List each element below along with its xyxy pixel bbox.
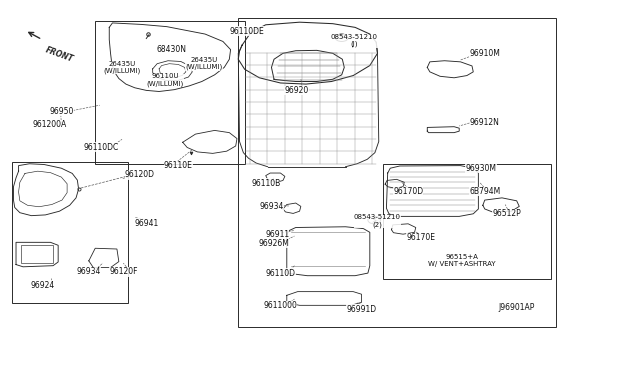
Text: 96950: 96950 xyxy=(50,107,74,116)
Text: 96941: 96941 xyxy=(134,219,159,228)
Text: 96934: 96934 xyxy=(259,202,284,211)
Text: 96930M: 96930M xyxy=(465,164,497,173)
Text: 96920: 96920 xyxy=(284,86,308,95)
Text: 96110U
(W/ILLUMI): 96110U (W/ILLUMI) xyxy=(147,73,184,87)
Text: 96120D: 96120D xyxy=(125,170,155,179)
Bar xyxy=(12,162,129,303)
Text: 96110E: 96110E xyxy=(164,161,193,170)
Text: 96991D: 96991D xyxy=(346,305,376,314)
Text: 96512P: 96512P xyxy=(492,209,521,218)
Text: 9611000: 9611000 xyxy=(264,301,298,310)
Text: 96910M: 96910M xyxy=(469,49,500,58)
Text: 96515+A
W/ VENT+ASHTRAY: 96515+A W/ VENT+ASHTRAY xyxy=(428,254,495,267)
Text: 96911: 96911 xyxy=(265,230,289,239)
Text: FRONT: FRONT xyxy=(44,45,75,64)
Text: 6B794M: 6B794M xyxy=(469,187,500,196)
Text: 961200A: 961200A xyxy=(32,121,67,129)
Text: 08543-51210
(2): 08543-51210 (2) xyxy=(354,215,401,228)
Text: 96110DC: 96110DC xyxy=(83,142,118,151)
Text: 96934: 96934 xyxy=(77,267,101,276)
Text: 26435U
(W/ILLUMI): 26435U (W/ILLUMI) xyxy=(185,57,222,70)
Text: 96170E: 96170E xyxy=(406,233,435,243)
Text: 96110DE: 96110DE xyxy=(229,26,264,36)
Text: J96901AP: J96901AP xyxy=(499,303,535,312)
Text: 08543-51210
(J): 08543-51210 (J) xyxy=(331,34,378,48)
Bar xyxy=(238,19,556,327)
Text: 96170D: 96170D xyxy=(393,187,423,196)
Text: 96110B: 96110B xyxy=(251,179,280,187)
Text: 96912N: 96912N xyxy=(470,118,500,127)
Text: 96926M: 96926M xyxy=(259,239,289,248)
Text: 96110D: 96110D xyxy=(266,269,296,278)
Text: 96120F: 96120F xyxy=(109,267,138,276)
Bar xyxy=(21,245,53,263)
Bar xyxy=(95,22,244,164)
Text: S: S xyxy=(340,35,344,40)
Bar xyxy=(383,164,551,279)
Text: S: S xyxy=(372,218,376,222)
Text: 96924: 96924 xyxy=(30,281,54,290)
Text: 68430N: 68430N xyxy=(157,45,187,54)
Text: 26435U
(W/ILLUMI): 26435U (W/ILLUMI) xyxy=(104,61,141,74)
